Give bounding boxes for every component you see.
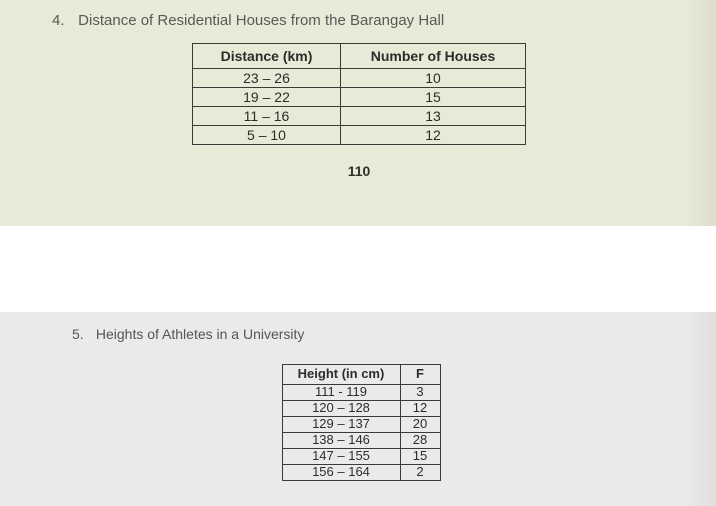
table-row: Distance (km) Number of Houses [193, 44, 526, 69]
col-header-height: Height (in cm) [282, 365, 400, 385]
table-cell: 5 – 10 [193, 126, 341, 145]
table-cell: 15 [400, 448, 440, 464]
page-edge-shade [686, 312, 716, 506]
page-section-2: 5. Heights of Athletes in a University H… [0, 312, 716, 506]
table-row: 19 – 22 15 [193, 88, 526, 107]
question-5-number: 5. [72, 326, 92, 342]
table-row: 156 – 164 2 [282, 464, 440, 480]
page-edge-shade [686, 0, 716, 226]
table-row: 5 – 10 12 [193, 126, 526, 145]
table-row: 129 – 137 20 [282, 416, 440, 432]
table-cell: 10 [341, 69, 526, 88]
table-cell: 13 [341, 107, 526, 126]
page-section-1: 4. Distance of Residential Houses from t… [0, 0, 716, 226]
table-row: 147 – 155 15 [282, 448, 440, 464]
table-cell: 23 – 26 [193, 69, 341, 88]
table-2-wrap: Height (in cm) F 111 - 119 3 120 – 128 1… [38, 364, 684, 481]
table-row: 120 – 128 12 [282, 400, 440, 416]
table-cell: 11 – 16 [193, 107, 341, 126]
table-cell: 111 - 119 [282, 384, 400, 400]
table-cell: 156 – 164 [282, 464, 400, 480]
table-row: 138 – 146 28 [282, 432, 440, 448]
table-row: Height (in cm) F [282, 365, 440, 385]
col-header-houses: Number of Houses [341, 44, 526, 69]
table-cell: 12 [341, 126, 526, 145]
table-row: 23 – 26 10 [193, 69, 526, 88]
table-cell: 19 – 22 [193, 88, 341, 107]
page-number: 110 [38, 163, 680, 179]
table-cell: 120 – 128 [282, 400, 400, 416]
question-4-heading: 4. Distance of Residential Houses from t… [38, 12, 680, 29]
question-5-heading: 5. Heights of Athletes in a University [38, 326, 684, 342]
table-cell: 15 [341, 88, 526, 107]
table-cell: 28 [400, 432, 440, 448]
col-header-f: F [400, 365, 440, 385]
table-cell: 2 [400, 464, 440, 480]
col-header-distance: Distance (km) [193, 44, 341, 69]
table-cell: 20 [400, 416, 440, 432]
table-row: 111 - 119 3 [282, 384, 440, 400]
table-1-wrap: Distance (km) Number of Houses 23 – 26 1… [38, 43, 680, 145]
table-row: 11 – 16 13 [193, 107, 526, 126]
table-cell: 147 – 155 [282, 448, 400, 464]
question-4-number: 4. [52, 12, 74, 29]
table-cell: 138 – 146 [282, 432, 400, 448]
question-4-title: Distance of Residential Houses from the … [78, 12, 444, 29]
table-cell: 129 – 137 [282, 416, 400, 432]
question-5-title: Heights of Athletes in a University [96, 326, 305, 342]
table-cell: 3 [400, 384, 440, 400]
table-cell: 12 [400, 400, 440, 416]
page-gap [0, 226, 716, 312]
height-table: Height (in cm) F 111 - 119 3 120 – 128 1… [282, 364, 441, 481]
distance-table: Distance (km) Number of Houses 23 – 26 1… [192, 43, 526, 145]
